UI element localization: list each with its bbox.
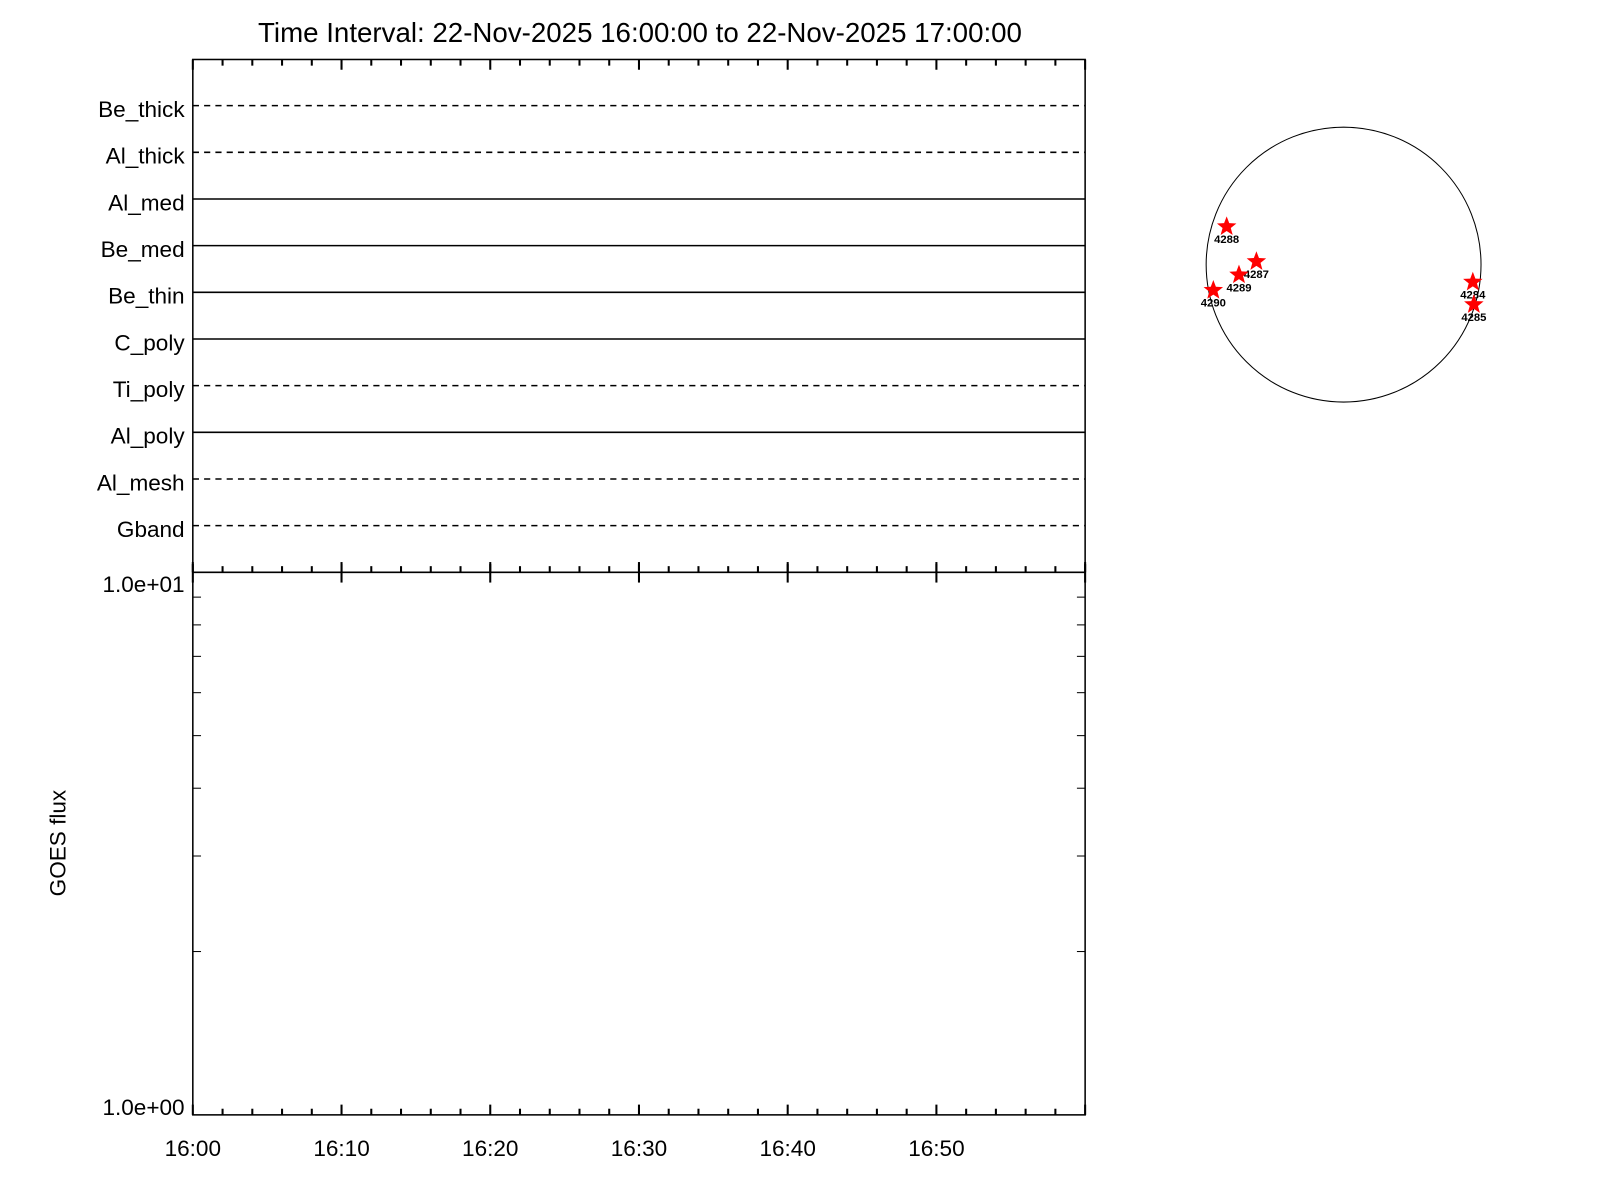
x-tick-label: 16:20 xyxy=(462,1136,518,1161)
channel-label: Gband xyxy=(117,517,185,542)
region-label: 4289 xyxy=(1226,282,1251,294)
solar-limb xyxy=(1205,126,1482,403)
region-marker-4289 xyxy=(1229,264,1249,284)
region-label: 4288 xyxy=(1214,234,1239,246)
y-tick-label: 1.0e+01 xyxy=(102,572,184,597)
x-tick-label: 16:00 xyxy=(165,1136,221,1161)
channel-label: Be_thick xyxy=(98,97,185,122)
channel-label: Al_mesh xyxy=(97,470,185,495)
region-marker-4285 xyxy=(1464,294,1484,313)
channel-label: Al_poly xyxy=(111,424,186,449)
region-marker-4288 xyxy=(1216,216,1237,235)
y-axis-label: GOES flux xyxy=(46,789,71,896)
x-tick-label: 16:40 xyxy=(759,1136,815,1161)
region-label: 4290 xyxy=(1201,298,1226,310)
x-tick-label: 16:10 xyxy=(313,1136,369,1161)
region-label: 4285 xyxy=(1461,312,1486,324)
channel-label: C_poly xyxy=(114,330,185,355)
channel-panel-frame xyxy=(192,58,1086,574)
channel-label: Al_thick xyxy=(106,144,186,169)
x-tick-label: 16:50 xyxy=(908,1136,964,1161)
goes-flux-panel: 1.0e+01 1.0e+00 16:00 16:10 16:20 16:30 16:40 1… xyxy=(102,564,1087,1161)
y-tick-label: 1.0e+00 xyxy=(102,1095,184,1120)
region-marker-4290 xyxy=(1203,280,1224,299)
region-label: 4287 xyxy=(1244,269,1269,281)
channel-label: Ti_poly xyxy=(113,377,186,402)
chart-title: Time Interval: 22-Nov-2025 16:00:00 to 2… xyxy=(258,17,1022,48)
channel-label: Be_thin xyxy=(108,284,184,309)
region-marker-4284 xyxy=(1463,271,1483,291)
region-label: 4284 xyxy=(1460,289,1486,301)
flux-panel-frame xyxy=(192,571,1086,1116)
channel-label: Be_med xyxy=(101,237,185,262)
channel-label: Al_med xyxy=(108,190,184,215)
channel-panel: Be_thick Al_thick Al_med Be_med Be_thin C_pol… xyxy=(97,58,1087,574)
x-tick-label: 16:30 xyxy=(611,1136,667,1161)
region-marker-4287 xyxy=(1246,251,1267,270)
